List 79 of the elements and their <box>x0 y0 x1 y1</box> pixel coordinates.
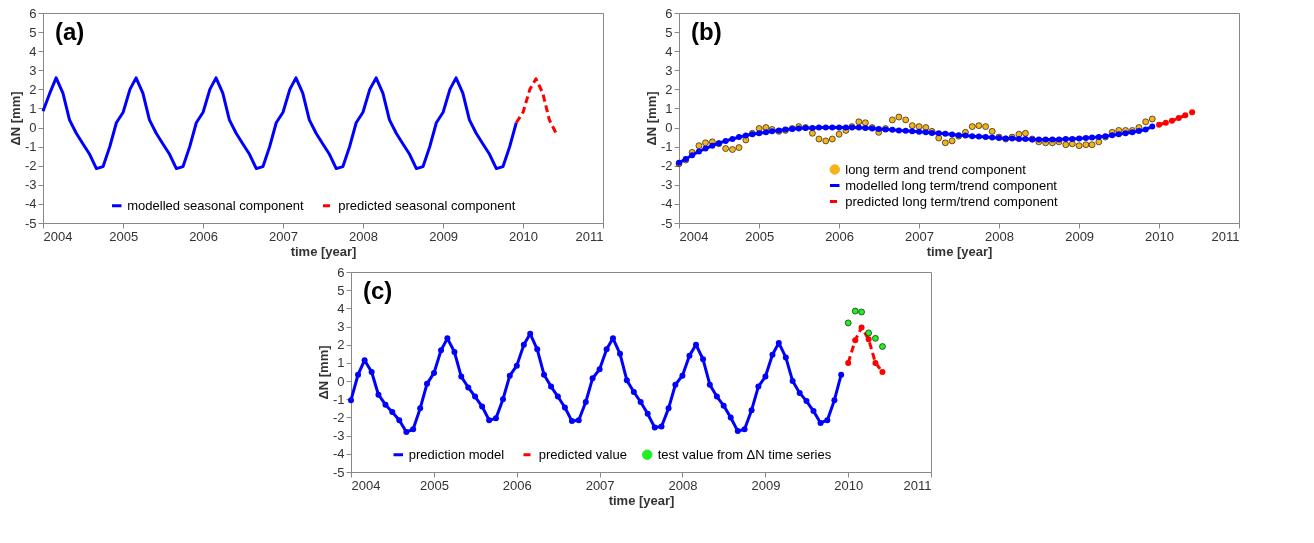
y-tick-label: 5 <box>665 24 673 40</box>
y-tick-label: 3 <box>665 62 673 78</box>
x-tick-label: 2006 <box>825 228 855 244</box>
x-tick-label: 2005 <box>420 477 449 493</box>
x-tick-label: 2009 <box>429 228 459 244</box>
y-tick-label: 3 <box>29 62 37 78</box>
y-tick-label: 6 <box>665 5 673 21</box>
legend-label: predicted long term/trend component <box>845 193 1059 209</box>
x-tick-label: 2011 <box>1211 228 1240 244</box>
y-tick-label: -2 <box>660 158 673 174</box>
x-tick-label: 2005 <box>109 228 139 244</box>
x-tick-label: 2010 <box>1145 228 1175 244</box>
x-tick-label: 2004 <box>43 228 73 244</box>
x-tick-label: 2010 <box>834 477 864 493</box>
x-tick-label: 2006 <box>189 228 219 244</box>
y-tick-label: 4 <box>29 43 37 59</box>
y-tick-label: 4 <box>337 300 345 316</box>
x-tick-label: 2007 <box>585 477 615 493</box>
y-tick-label: 5 <box>337 282 345 298</box>
legend-label: prediction model <box>408 446 505 462</box>
y-tick-label: -2 <box>24 158 37 174</box>
y-tick-label: 2 <box>29 81 37 97</box>
x-axis-title: time [year] <box>926 243 993 259</box>
y-tick-label: 1 <box>665 100 673 116</box>
y-tick-label: -4 <box>24 196 37 212</box>
y-tick-label: 4 <box>665 43 673 59</box>
x-axis-title: time [year] <box>290 243 357 259</box>
legend-label: predicted value <box>538 446 627 462</box>
x-tick-label: 2005 <box>745 228 775 244</box>
y-tick-label: 6 <box>337 264 345 280</box>
y-tick-label: -3 <box>24 177 37 193</box>
y-axis-title: ΔN [mm] <box>315 345 331 400</box>
legend-label: predicted seasonal component <box>338 197 516 213</box>
legend-label: test value from ΔN time series <box>657 446 832 462</box>
x-tick-label: 2009 <box>751 477 781 493</box>
legend-label: long term and trend component <box>845 161 1027 177</box>
line-series <box>514 77 558 135</box>
x-tick-label: 2004 <box>679 228 709 244</box>
y-axis-title: ΔN [mm] <box>7 91 23 146</box>
y-tick-label: 2 <box>337 337 345 353</box>
y-tick-label: -1 <box>24 139 37 155</box>
chart-title: (c) <box>363 277 393 304</box>
x-tick-label: 2004 <box>351 477 381 493</box>
y-tick-label: 1 <box>29 100 37 116</box>
chart-title: (b) <box>691 18 722 45</box>
y-tick-label: -4 <box>332 446 345 462</box>
y-tick-label: -1 <box>332 391 345 407</box>
y-tick-label: 0 <box>665 120 673 136</box>
x-tick-label: 2008 <box>349 228 378 244</box>
y-tick-label: -5 <box>332 464 345 480</box>
x-tick-label: 2006 <box>502 477 532 493</box>
chart-title: (a) <box>55 18 85 45</box>
y-tick-label: -3 <box>660 177 673 193</box>
y-tick-label: -1 <box>660 139 673 155</box>
y-tick-label: -5 <box>660 215 673 231</box>
y-tick-label: 0 <box>337 373 345 389</box>
y-axis-title: ΔN [mm] <box>643 91 659 146</box>
y-tick-label: 1 <box>337 355 345 371</box>
line-series <box>41 76 518 171</box>
y-tick-label: -4 <box>660 196 673 212</box>
y-tick-label: -3 <box>332 428 345 444</box>
legend-label: modelled seasonal component <box>127 197 304 213</box>
x-tick-label: 2011 <box>575 228 604 244</box>
y-tick-label: 0 <box>29 120 37 136</box>
y-tick-label: 5 <box>29 24 37 40</box>
x-tick-label: 2007 <box>905 228 934 244</box>
legend-label: modelled long term/trend component <box>845 177 1058 193</box>
x-tick-label: 2011 <box>903 477 932 493</box>
y-tick-label: 6 <box>29 5 37 21</box>
x-axis-title: time [year] <box>608 492 675 508</box>
x-tick-label: 2008 <box>985 228 1014 244</box>
y-tick-label: -5 <box>24 215 37 231</box>
x-tick-label: 2007 <box>269 228 298 244</box>
y-tick-label: 2 <box>665 81 673 97</box>
x-tick-label: 2008 <box>668 477 698 493</box>
x-tick-label: 2010 <box>509 228 539 244</box>
y-tick-label: -2 <box>332 409 345 425</box>
y-tick-label: 3 <box>337 319 345 335</box>
x-tick-label: 2009 <box>1065 228 1095 244</box>
